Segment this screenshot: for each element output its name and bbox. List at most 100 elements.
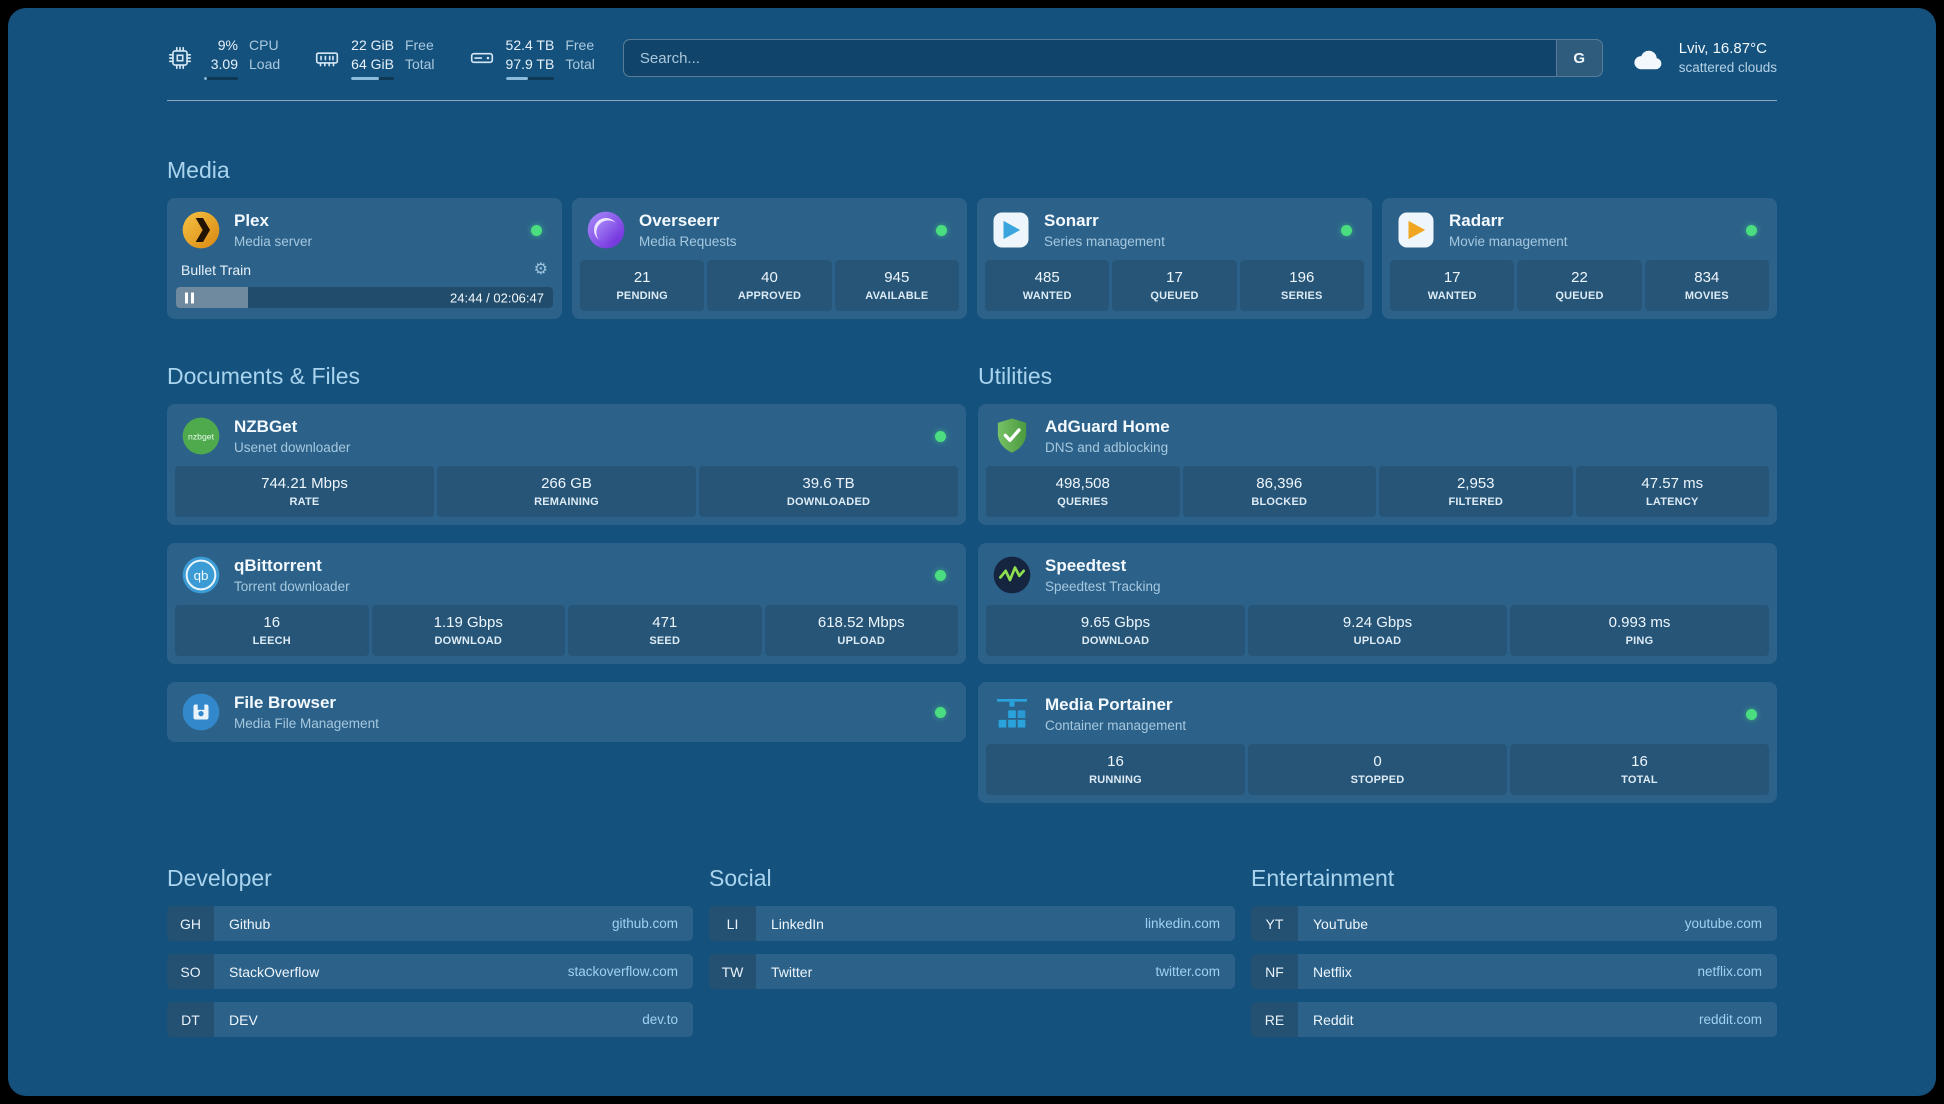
weather-widget[interactable]: Lviv, 16.87°C scattered clouds [1631,39,1777,77]
service-card-qbittorrent[interactable]: qb qBittorrent Torrent downloader [167,543,966,664]
cpu-usage-value: 9% [217,37,238,53]
bookmark-group-social: Social LI LinkedIn linkedin.com TW Twitt… [709,865,1235,1037]
bookmark-netflix[interactable]: NF Netflix netflix.com [1251,954,1777,989]
topbar-divider [167,100,1777,101]
service-card-sonarr[interactable]: Sonarr Series management 485 WANTED [977,198,1372,319]
svg-text:qb: qb [194,568,209,583]
service-card-speedtest[interactable]: Speedtest Speedtest Tracking 9.65 Gbps D… [978,543,1777,664]
section-title-utilities: Utilities [978,363,1053,389]
bookmark-dev[interactable]: DT DEV dev.to [167,1002,693,1037]
plex-playback-time: 24:44 / 02:06:47 [450,290,544,305]
bookmark-linkedin[interactable]: LI LinkedIn linkedin.com [709,906,1235,941]
service-card-radarr[interactable]: Radarr Movie management 17 WANTED 2 [1382,198,1777,319]
memory-usage-bar [351,77,394,80]
qbittorrent-icon: qb [181,555,221,595]
bookmark-stackoverflow[interactable]: SO StackOverflow stackoverflow.com [167,954,693,989]
service-card-filebrowser[interactable]: File Browser Media File Management [167,682,966,742]
weather-condition: scattered clouds [1678,60,1777,75]
service-name: AdGuard Home [1045,417,1170,436]
stat-value: 266 GB [541,475,592,492]
service-card-portainer[interactable]: Media Portainer Container management 16 … [978,682,1777,803]
cpu-widget: 9% 3.09 CPU Load [167,36,280,80]
bookmark-name: StackOverflow [229,963,320,980]
bookmark-abbr: LI [709,906,756,941]
stat-wanted: 485 WANTED [985,260,1110,311]
stat-leech: 16 LEECH [175,605,369,656]
memory-free-value: 22 GiB [351,37,394,53]
bookmark-name: Twitter [771,963,813,980]
plex-icon [181,210,221,250]
stat-value: 16 [263,614,281,631]
stat-blocked: 86,396 BLOCKED [1182,466,1376,517]
gear-icon[interactable]: ⚙ [533,261,548,278]
status-dot [935,569,946,581]
memory-free-label: Free [404,37,434,53]
stat-available: 945 AVAILABLE [834,260,959,311]
stat-wanted: 17 WANTED [1390,260,1515,311]
bookmark-abbr: SO [167,954,214,989]
status-dot [1746,708,1757,720]
pause-icon[interactable] [185,292,194,303]
stat-label: QUERIES [1057,496,1109,508]
disk-free-label: Free [565,37,595,53]
top-bar: 9% 3.09 CPU Load [167,8,1777,80]
stat-latency: 47.57 ms LATENCY [1575,466,1769,517]
stat-label: PENDING [616,290,668,302]
stat-label: DOWNLOAD [434,635,503,647]
stat-seed: 471 SEED [568,605,762,656]
disk-icon [469,45,495,71]
service-card-overseerr[interactable]: Overseerr Media Requests 21 PENDING [572,198,967,319]
stat-value: 9.65 Gbps [1080,614,1151,631]
service-name: qBittorrent [234,556,322,575]
service-card-nzbget[interactable]: nzbget NZBGet Usenet downloader 74 [167,404,966,525]
cpu-icon [167,45,193,71]
stat-remaining: 266 GB REMAINING [437,466,696,517]
service-description: Media server [234,234,313,249]
memory-usage-bar-fill [351,77,380,80]
service-card-plex[interactable]: Plex Media server Bullet Train ⚙ [167,198,562,319]
cpu-label: CPU [249,37,279,53]
plex-progress-bar[interactable]: 24:44 / 02:06:47 [176,287,553,308]
service-card-adguard[interactable]: AdGuard Home DNS and adblocking 498,508 … [978,404,1777,525]
stat-value: 0.993 ms [1608,614,1671,631]
sonarr-icon [991,210,1031,250]
stat-filtered: 2,953 FILTERED [1379,466,1573,517]
section-title-developer: Developer [167,865,272,891]
bookmark-url: stackoverflow.com [567,964,678,979]
bookmark-youtube[interactable]: YT YouTube youtube.com [1251,906,1777,941]
service-description: Media File Management [234,716,379,731]
status-dot [1746,224,1757,236]
service-name: Plex [234,211,269,230]
bookmark-url: github.com [611,916,678,931]
stat-value: 0 [1373,753,1382,770]
stat-label: LEECH [252,635,291,647]
service-description: Torrent downloader [234,579,350,594]
stat-value: 22 [1571,269,1588,286]
bookmark-abbr: RE [1251,1002,1298,1037]
bookmark-github[interactable]: GH Github github.com [167,906,693,941]
stat-value: 2,953 [1456,475,1495,492]
search-input[interactable] [623,40,1556,76]
section-title-documents: Documents & Files [167,363,361,389]
bookmark-url: linkedin.com [1144,916,1220,931]
stat-label: FILTERED [1448,496,1504,508]
bookmark-abbr: TW [709,954,756,989]
bookmark-name: YouTube [1313,915,1369,932]
plex-now-playing-title: Bullet Train [181,262,252,278]
status-dot [935,706,946,718]
search-provider-button[interactable]: G [1555,40,1602,76]
stat-label: DOWNLOADED [786,496,871,508]
stat-queued: 17 QUEUED [1112,260,1237,311]
disk-total-label: Total [565,56,595,72]
bookmark-twitter[interactable]: TW Twitter twitter.com [709,954,1235,989]
bookmark-reddit[interactable]: RE Reddit reddit.com [1251,1002,1777,1037]
stat-approved: 40 APPROVED [707,260,832,311]
stat-label: WANTED [1427,290,1477,302]
service-name: Overseerr [639,211,720,230]
stat-label: AVAILABLE [865,290,929,302]
status-dot [935,430,946,442]
stat-value: 498,508 [1055,475,1110,492]
stat-label: BLOCKED [1251,496,1308,508]
stat-value: 17 [1443,269,1461,286]
service-name: Media Portainer [1045,695,1173,714]
